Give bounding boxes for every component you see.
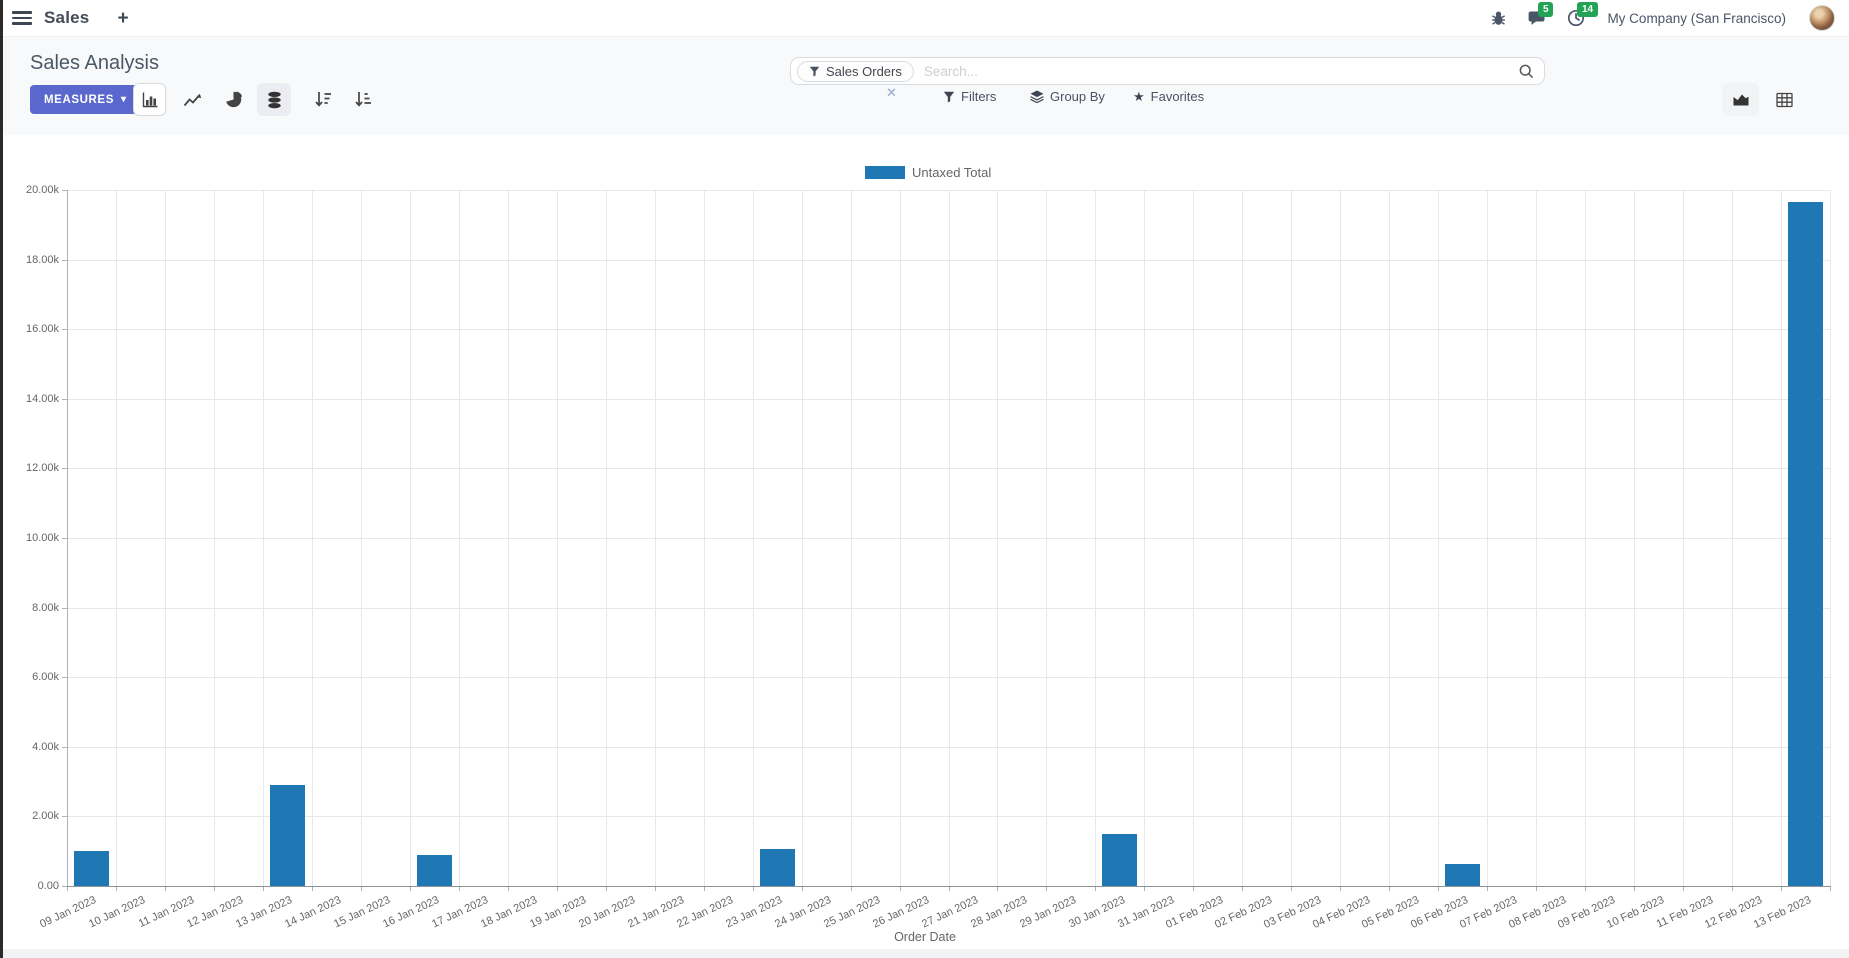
measures-button[interactable]: MEASURES ▾ <box>30 85 141 114</box>
search-icon[interactable] <box>1519 64 1534 79</box>
y-tick-label: 2.00k <box>32 810 59 823</box>
activities-badge: 14 <box>1577 2 1598 17</box>
bar-13 Feb 2023[interactable] <box>1788 202 1823 886</box>
bar-30 Jan 2023[interactable] <box>1102 833 1138 886</box>
area-chart-icon <box>1733 94 1748 106</box>
x-axis-title: Order Date <box>894 930 956 944</box>
y-tick-label: 20.00k <box>25 184 59 196</box>
pivot-table-icon <box>1776 92 1793 107</box>
bar-chart-icon <box>142 92 157 107</box>
favorites-button[interactable]: ★ Favorites <box>1133 89 1205 104</box>
y-tick-label: 14.00k <box>25 392 59 405</box>
chevron-down-icon: ▾ <box>120 94 127 105</box>
app-name[interactable]: Sales <box>44 8 90 27</box>
search-bar[interactable]: Sales Orders Search... <box>790 57 1545 85</box>
bar-09 Jan 2023[interactable] <box>73 851 109 886</box>
filters-button[interactable]: Filters <box>943 89 996 104</box>
stacked-icon <box>267 91 281 108</box>
pie-chart-icon <box>226 91 242 108</box>
group-by-button[interactable]: Group By <box>1030 89 1105 104</box>
graph-view-button[interactable] <box>1722 83 1759 116</box>
legend-swatch <box>865 166 905 179</box>
stacked-toggle-button[interactable] <box>257 83 291 116</box>
user-avatar[interactable] <box>1809 5 1835 31</box>
bar-23 Jan 2023[interactable] <box>759 849 795 886</box>
chart-card: Untaxed Total 0.00 2.00k 4.00k 6.00k 8.00k 10… <box>0 135 1849 958</box>
line-chart-icon <box>183 93 202 106</box>
window-edge <box>0 0 3 958</box>
y-tick-label: 10.00k <box>25 532 59 544</box>
apps-menu-icon[interactable] <box>12 11 32 25</box>
y-tick-label: 4.00k <box>32 740 59 753</box>
filter-icon <box>943 91 955 102</box>
legend-untaxed-total[interactable]: Untaxed Total <box>865 165 991 180</box>
x-tick-label: 09 Jan 2023 <box>38 894 99 931</box>
y-tick-label: 0.00 <box>37 880 59 892</box>
bottom-strip <box>0 949 1849 958</box>
facet-close-icon[interactable]: ✕ <box>886 85 897 100</box>
bar-chart-button[interactable] <box>133 83 166 116</box>
sort-ascending-button[interactable] <box>346 83 379 116</box>
control-panel: Sales Analysis MEASURES ▾ <box>0 37 1849 135</box>
legend-label: Untaxed Total <box>912 165 992 180</box>
debug-bug-icon[interactable] <box>1488 8 1508 28</box>
facet-label: Sales Orders <box>826 63 902 79</box>
activities-clock-icon[interactable]: 14 <box>1566 2 1598 28</box>
page-title: Sales Analysis <box>30 52 159 74</box>
bar-13 Jan 2023[interactable] <box>269 785 305 886</box>
y-tick-label: 18.00k <box>25 253 59 266</box>
pie-chart-button[interactable] <box>217 83 250 116</box>
search-facet-sales-orders[interactable]: Sales Orders <box>797 60 914 82</box>
y-tick-label: 16.00k <box>25 323 59 336</box>
messages-badge: 5 <box>1538 2 1553 17</box>
sales-chart-plot: 0.00 2.00k 4.00k 6.00k 8.00k 10.00k 12.00k 14.0… <box>0 135 1849 958</box>
line-chart-button[interactable] <box>176 83 209 116</box>
filter-icon <box>809 66 820 76</box>
y-tick-label: 12.00k <box>25 462 59 475</box>
pivot-view-button[interactable] <box>1766 83 1803 116</box>
star-icon: ★ <box>1133 89 1145 104</box>
sort-descending-button[interactable] <box>306 83 339 116</box>
y-tick-label: 6.00k <box>32 671 59 684</box>
company-switcher[interactable]: My Company (San Francisco) <box>1607 10 1786 26</box>
layers-icon <box>1030 90 1044 103</box>
sort-ascending-icon <box>354 92 371 107</box>
bar-06 Feb 2023[interactable] <box>1445 864 1481 886</box>
search-placeholder: Search... <box>923 63 978 79</box>
messages-icon[interactable]: 5 <box>1527 2 1553 28</box>
top-navbar: Sales + 5 14 My Company (San Francisco) <box>0 0 1849 37</box>
sort-descending-icon <box>314 92 331 107</box>
y-tick-label: 8.00k <box>32 601 59 614</box>
bar-16 Jan 2023[interactable] <box>416 854 452 886</box>
plus-icon[interactable]: + <box>117 7 129 29</box>
